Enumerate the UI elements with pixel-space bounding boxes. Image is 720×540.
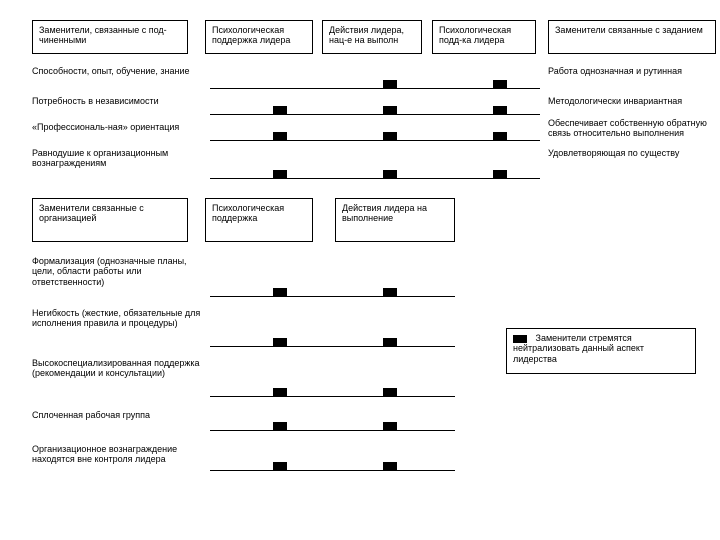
bottom-row-2-mark-1	[273, 338, 287, 346]
bottom-row-4-line	[210, 430, 455, 431]
top-row-2-mark-3	[493, 106, 507, 114]
top-header-1: Заменители, связанные с под-чиненными	[32, 20, 188, 54]
legend-mark-icon	[513, 335, 527, 343]
mid-header-2-text: Психологическая поддержка	[212, 203, 284, 223]
bottom-row-5-label: Организационное вознаграждение находятся…	[32, 444, 212, 465]
top-header-1-text: Заменители, связанные с под-чиненными	[39, 25, 167, 45]
top-row-2-mark-2	[383, 106, 397, 114]
bottom-row-2-label: Негибкость (жесткие, обязательные для ис…	[32, 308, 202, 329]
top-row-3-right: Обеспечивает собственную обратную связь …	[548, 118, 716, 139]
top-row-4-label: Равнодушие к организационным вознагражде…	[32, 148, 202, 169]
mid-header-3: Действия лидера на выполнение	[335, 198, 455, 242]
top-row-3-mark-2	[383, 132, 397, 140]
top-row-4-mark-3	[493, 170, 507, 178]
mid-header-2: Психологическая поддержка	[205, 198, 313, 242]
bottom-row-1-mark-2	[383, 288, 397, 296]
top-row-2-line	[210, 114, 540, 115]
bottom-row-2-mark-2	[383, 338, 397, 346]
top-row-1-mark-3	[493, 80, 507, 88]
top-row-1-line	[210, 88, 540, 89]
bottom-row-4-label: Сплоченная рабочая группа	[32, 410, 202, 420]
top-row-2-label: Потребность в независимости	[32, 96, 192, 106]
top-row-4-mark-1	[273, 170, 287, 178]
top-row-4-right: Удовлетворяющая по существу	[548, 148, 716, 158]
bottom-row-1-label: Формализация (однозначные планы, цели, о…	[32, 256, 202, 287]
top-row-1-right: Работа однозначная и рутинная	[548, 66, 716, 76]
legend-text: Заменители стремятся нейтрализовать данн…	[513, 333, 644, 364]
top-row-4-mark-2	[383, 170, 397, 178]
bottom-row-3-mark-2	[383, 388, 397, 396]
top-row-2-mark-1	[273, 106, 287, 114]
bottom-row-3-line	[210, 396, 455, 397]
bottom-row-3-mark-1	[273, 388, 287, 396]
top-header-5: Заменители связанные с заданием	[548, 20, 716, 54]
top-header-2: Психологическая поддержка лидера	[205, 20, 313, 54]
bottom-row-5-line	[210, 470, 455, 471]
top-header-3-text: Действия лидера, нац-е на выполн	[329, 25, 404, 45]
top-header-2-text: Психологическая поддержка лидера	[212, 25, 290, 45]
top-row-1-label: Способности, опыт, обучение, знание	[32, 66, 192, 76]
mid-header-3-text: Действия лидера на выполнение	[342, 203, 427, 223]
top-row-3-mark-3	[493, 132, 507, 140]
mid-header-1-text: Заменители связанные с организацией	[39, 203, 144, 223]
top-row-3-mark-1	[273, 132, 287, 140]
top-row-1-mark-2	[383, 80, 397, 88]
mid-header-1: Заменители связанные с организацией	[32, 198, 188, 242]
top-row-2-right: Методологически инвариантная	[548, 96, 716, 106]
top-header-4: Психологическая подд-ка лидера	[432, 20, 536, 54]
bottom-row-2-line	[210, 346, 455, 347]
top-row-4-line	[210, 178, 540, 179]
legend-box: Заменители стремятся нейтрализовать данн…	[506, 328, 696, 374]
bottom-row-5-mark-1	[273, 462, 287, 470]
top-header-3: Действия лидера, нац-е на выполн	[322, 20, 422, 54]
top-header-5-text: Заменители связанные с заданием	[555, 25, 703, 35]
top-row-3-line	[210, 140, 540, 141]
bottom-row-5-mark-2	[383, 462, 397, 470]
bottom-row-1-line	[210, 296, 455, 297]
top-header-4-text: Психологическая подд-ка лидера	[439, 25, 511, 45]
bottom-row-3-label: Высокоспециализированная поддержка (реко…	[32, 358, 202, 379]
top-row-3-label: «Профессиональ-ная» ориентация	[32, 122, 202, 132]
bottom-row-1-mark-1	[273, 288, 287, 296]
bottom-row-4-mark-2	[383, 422, 397, 430]
bottom-row-4-mark-1	[273, 422, 287, 430]
